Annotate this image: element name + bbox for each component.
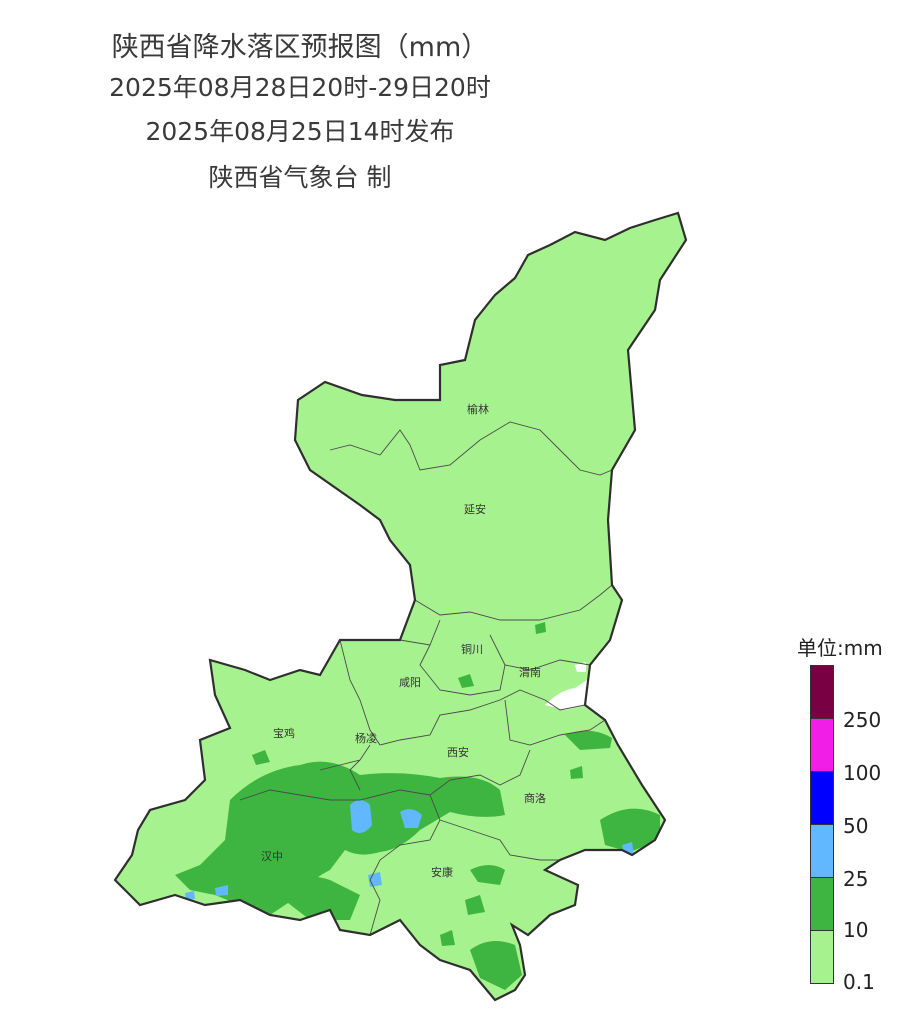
- issuer: 陕西省气象台 制: [208, 163, 392, 192]
- legend-swatch-25: [810, 825, 834, 878]
- legend-label-10: 10: [843, 918, 869, 942]
- legend-swatch-50: [810, 772, 834, 825]
- legend-label-100: 100: [843, 761, 882, 785]
- legend-label-01: 0.1: [843, 970, 875, 994]
- rain-25-50-zones: [185, 800, 634, 900]
- city-label-weinan: 渭南: [519, 666, 541, 679]
- city-label-yangling: 杨凌: [355, 731, 377, 745]
- no-rain-zones: [545, 662, 590, 710]
- legend-label-50: 50: [843, 814, 869, 838]
- legend-swatch-10: [810, 878, 834, 931]
- forecast-period: 2025年08月28日20时-29日20时: [109, 73, 491, 102]
- city-label-yanan: 延安: [464, 502, 486, 516]
- city-label-tongchuan: 铜川: [461, 642, 483, 656]
- city-label-xian: 西安: [447, 745, 469, 759]
- issue-time: 2025年08月25日14时发布: [145, 117, 455, 146]
- legend-swatch-01: [810, 931, 834, 984]
- city-label-yulin: 榆林: [467, 402, 489, 416]
- legend-title: 单位:mm: [797, 636, 883, 660]
- rain-10-25-zones: [175, 622, 660, 990]
- legend-colorbar: [810, 665, 834, 984]
- legend-label-25: 25: [843, 867, 869, 891]
- city-label-xianyang: 咸阳: [399, 676, 421, 689]
- legend-swatch-250: [810, 665, 834, 719]
- map-title: 陕西省降水落区预报图（mm）: [111, 32, 489, 63]
- legend-swatch-100: [810, 719, 834, 772]
- title-block: 陕西省降水落区预报图（mm） 2025年08月28日20时-29日20时 202…: [60, 28, 540, 200]
- city-boundaries: [239, 421, 613, 936]
- city-label-hanzhong: 汉中: [261, 850, 283, 863]
- city-label-shangluo: 商洛: [524, 791, 546, 805]
- city-label-ankang: 安康: [431, 865, 453, 879]
- city-label-baoji: 宝鸡: [273, 726, 295, 740]
- legend-label-250: 250: [843, 708, 882, 732]
